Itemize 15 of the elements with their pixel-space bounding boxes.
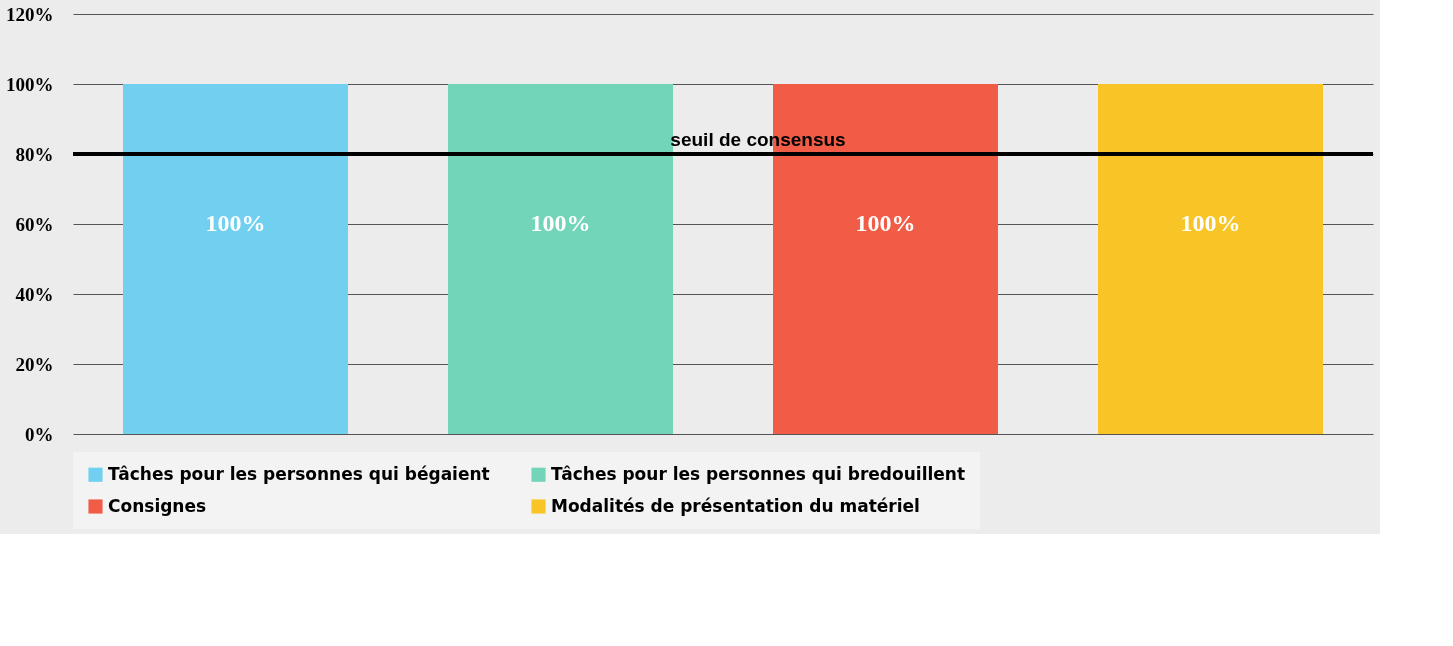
y-tick-label: 40%: [15, 283, 54, 305]
y-tick-label: 120%: [6, 3, 54, 25]
legend-label: Tâches pour les personnes qui bégaient: [108, 463, 490, 484]
y-tick-label: 100%: [6, 73, 54, 95]
legend-label: Modalités de présentation du matériel: [551, 495, 920, 516]
y-tick-label: 20%: [15, 353, 54, 375]
y-tick-label: 0%: [25, 423, 54, 445]
legend-label: Tâches pour les personnes qui bredouillent: [551, 463, 966, 484]
y-tick-label: 80%: [15, 143, 54, 165]
data-label: 100%: [1180, 210, 1241, 236]
data-label: 100%: [530, 210, 591, 236]
legend-label: Consignes: [108, 495, 207, 516]
y-tick-label: 60%: [15, 213, 54, 235]
data-label: 100%: [205, 210, 266, 236]
data-label: 100%: [855, 210, 916, 236]
